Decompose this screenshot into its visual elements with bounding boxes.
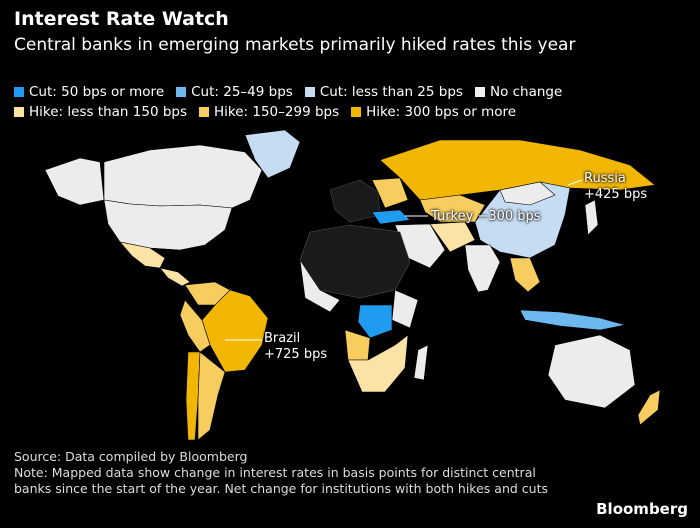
legend-item-hike-300: Hike: 300 bps or more xyxy=(351,102,516,122)
region-iran-pakistan xyxy=(429,221,476,253)
region-western-europe xyxy=(329,179,381,223)
region-japan xyxy=(584,199,599,236)
russia-leader-line xyxy=(567,179,583,186)
region-australia xyxy=(547,334,636,409)
region-argentina xyxy=(197,351,226,441)
russia-callout: Russia +425 bps xyxy=(584,171,647,203)
chart-title: Interest Rate Watch xyxy=(14,8,229,30)
region-india xyxy=(464,244,501,293)
turkey-callout: Turkey −300 bps xyxy=(431,209,541,224)
bloomberg-logo: Bloomberg xyxy=(596,500,688,518)
region-madagascar xyxy=(413,344,429,381)
brazil-callout-name: Brazil xyxy=(264,331,301,346)
region-drc xyxy=(357,304,393,339)
region-new-zealand xyxy=(637,389,661,426)
region-angola xyxy=(344,329,371,361)
region-central-america xyxy=(159,267,191,287)
note-text: Note: Mapped data show change in interes… xyxy=(14,465,548,496)
region-mongolia xyxy=(499,181,556,206)
region-usa xyxy=(103,199,233,251)
region-indonesia xyxy=(519,309,626,331)
region-east-africa xyxy=(391,289,419,329)
footer: Source: Data compiled by Bloomberg Note:… xyxy=(14,449,574,497)
legend-item-cut-lt25: Cut: less than 25 bps xyxy=(304,82,463,102)
region-southern-africa xyxy=(347,334,409,393)
russia-callout-name: Russia xyxy=(584,171,626,186)
region-southeast-asia xyxy=(509,257,541,293)
legend-item-cut-25: Cut: 25–49 bps xyxy=(176,82,293,102)
legend-item-no-change: No change xyxy=(474,82,562,102)
region-turkey xyxy=(371,209,411,225)
chart-subtitle: Central banks in emerging markets primar… xyxy=(14,35,576,55)
region-eastern-europe xyxy=(371,177,409,209)
brazil-callout: Brazil +725 bps xyxy=(264,331,327,363)
region-alaska xyxy=(44,157,105,206)
region-west-africa xyxy=(299,259,341,313)
brazil-callout-value: +725 bps xyxy=(264,347,328,362)
region-greenland xyxy=(244,129,301,179)
region-canada xyxy=(103,144,263,209)
russia-callout-value: +425 bps xyxy=(584,187,648,202)
legend-item-cut-50: Cut: 50 bps or more xyxy=(14,82,164,102)
source-text: Source: Data compiled by Bloomberg xyxy=(14,449,248,464)
legend-item-hike-lt150: Hike: less than 150 bps xyxy=(14,102,187,122)
legend-item-hike-150: Hike: 150–299 bps xyxy=(199,102,339,122)
legend: Cut: 50 bps or more Cut: 25–49 bps Cut: … xyxy=(14,82,694,122)
